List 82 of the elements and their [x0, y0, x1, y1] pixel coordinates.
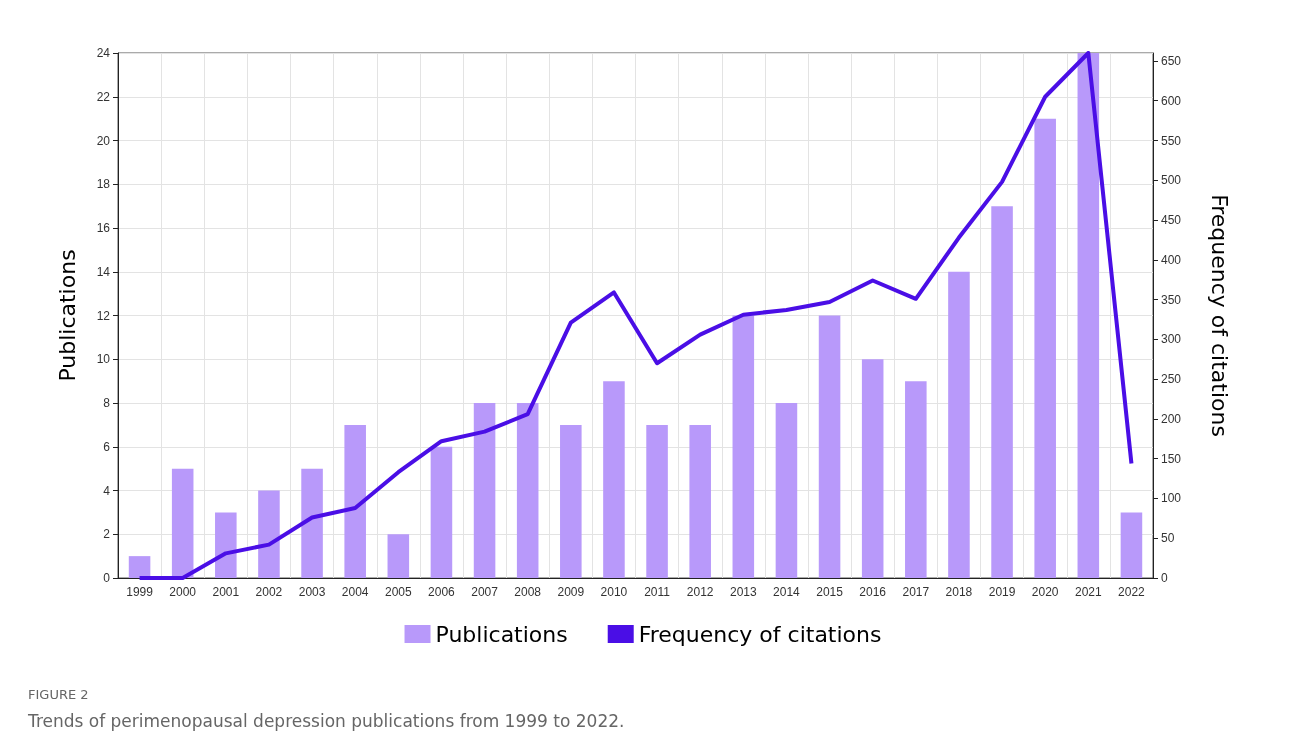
- bar: [603, 381, 625, 578]
- bar: [128, 556, 151, 578]
- y-tick-label: 12: [96, 308, 111, 323]
- bar: [516, 403, 539, 578]
- y-tick-label: 18: [96, 177, 111, 192]
- bar: [948, 271, 970, 578]
- x-tick-label: 2015: [816, 585, 844, 599]
- y2-tick-label: 100: [1161, 491, 1182, 506]
- x-tick-label: 2009: [557, 585, 585, 599]
- bar: [473, 403, 496, 578]
- y2-axis-title: Frequency of citations: [1206, 194, 1232, 437]
- y2-tick-label: 450: [1161, 213, 1182, 228]
- y-tick-label: 0: [103, 571, 111, 585]
- y-tick-label: 24: [96, 46, 111, 60]
- bar: [1120, 512, 1143, 578]
- legend-label: Frequency of citations: [638, 621, 882, 647]
- legend-label: Publications: [435, 621, 568, 647]
- bar: [775, 403, 798, 578]
- y2-tick-label: 400: [1161, 252, 1182, 267]
- x-tick-label: 2021: [1074, 585, 1102, 599]
- x-tick-label: 2001: [212, 585, 240, 599]
- y-tick-label: 6: [103, 439, 111, 454]
- bar: [301, 468, 323, 578]
- y-tick-label: 20: [96, 133, 111, 148]
- y2-tick-label: 500: [1161, 173, 1182, 188]
- x-tick-label: 2006: [428, 585, 456, 599]
- x-tick-label: 2007: [471, 585, 499, 599]
- bar: [387, 534, 410, 578]
- x-tick-label: 2004: [341, 585, 369, 599]
- x-tick-label: 1999: [126, 585, 154, 599]
- bar: [818, 315, 841, 578]
- y2-tick-label: 0: [1161, 571, 1168, 585]
- bar: [732, 315, 755, 578]
- y2-tick-label: 550: [1161, 133, 1182, 148]
- y2-tick-label: 50: [1161, 531, 1175, 546]
- y2-tick-label: 200: [1161, 411, 1182, 426]
- line-series: [137, 51, 1134, 580]
- bar: [215, 512, 237, 578]
- x-tick-label: 2016: [859, 585, 887, 599]
- bar: [171, 468, 194, 578]
- y2-tick-label: 600: [1161, 93, 1182, 108]
- y-tick-label: 2: [103, 527, 111, 542]
- x-tick-label: 2005: [384, 585, 412, 599]
- x-tick-label: 2019: [988, 585, 1016, 599]
- y2-tick-label: 650: [1161, 53, 1182, 68]
- y2-tick-label: 250: [1161, 372, 1182, 387]
- y2-tick-label: 150: [1161, 451, 1182, 466]
- x-tick-label: 2012: [686, 585, 714, 599]
- bar: [991, 206, 1013, 578]
- x-tick-label: 2011: [644, 585, 671, 599]
- y-tick-label: 22: [96, 89, 111, 104]
- y-tick-label: 8: [103, 396, 111, 410]
- bar: [560, 424, 582, 578]
- x-tick-label: 2000: [169, 585, 197, 599]
- x-tick-label: 2008: [514, 585, 542, 599]
- bar: [430, 446, 453, 578]
- bar: [1077, 53, 1100, 578]
- x-tick-label: 2018: [945, 585, 973, 599]
- bar: [689, 424, 711, 578]
- bar: [646, 424, 668, 578]
- y-tick-label: 14: [96, 264, 111, 279]
- bar: [905, 381, 927, 578]
- y-tick-label: 4: [103, 483, 111, 498]
- bar: [344, 424, 366, 578]
- x-tick-label: 2010: [600, 585, 628, 599]
- x-tick-label: 2013: [729, 585, 757, 599]
- bar: [258, 490, 280, 578]
- y-tick-label: 10: [96, 352, 111, 367]
- text: Trends of perimenopausal depression publications from 1999 to 2022.: [27, 710, 625, 731]
- y2-tick-label: 350: [1161, 292, 1182, 307]
- x-tick-label: 2017: [902, 585, 930, 599]
- x-tick-label: 2014: [773, 585, 801, 599]
- x-tick-label: 2003: [298, 585, 326, 599]
- x-tick-label: 2002: [255, 585, 283, 599]
- y2-tick-label: 300: [1161, 332, 1182, 347]
- bar: [861, 359, 884, 578]
- bar: [1034, 118, 1056, 578]
- x-tick-label: 2020: [1031, 585, 1059, 599]
- caption: FIGURE 2: [28, 687, 89, 702]
- y-tick-label: 16: [96, 221, 111, 235]
- y-axis-title: Publications: [54, 249, 80, 382]
- x-tick-label: 2022: [1118, 585, 1146, 599]
